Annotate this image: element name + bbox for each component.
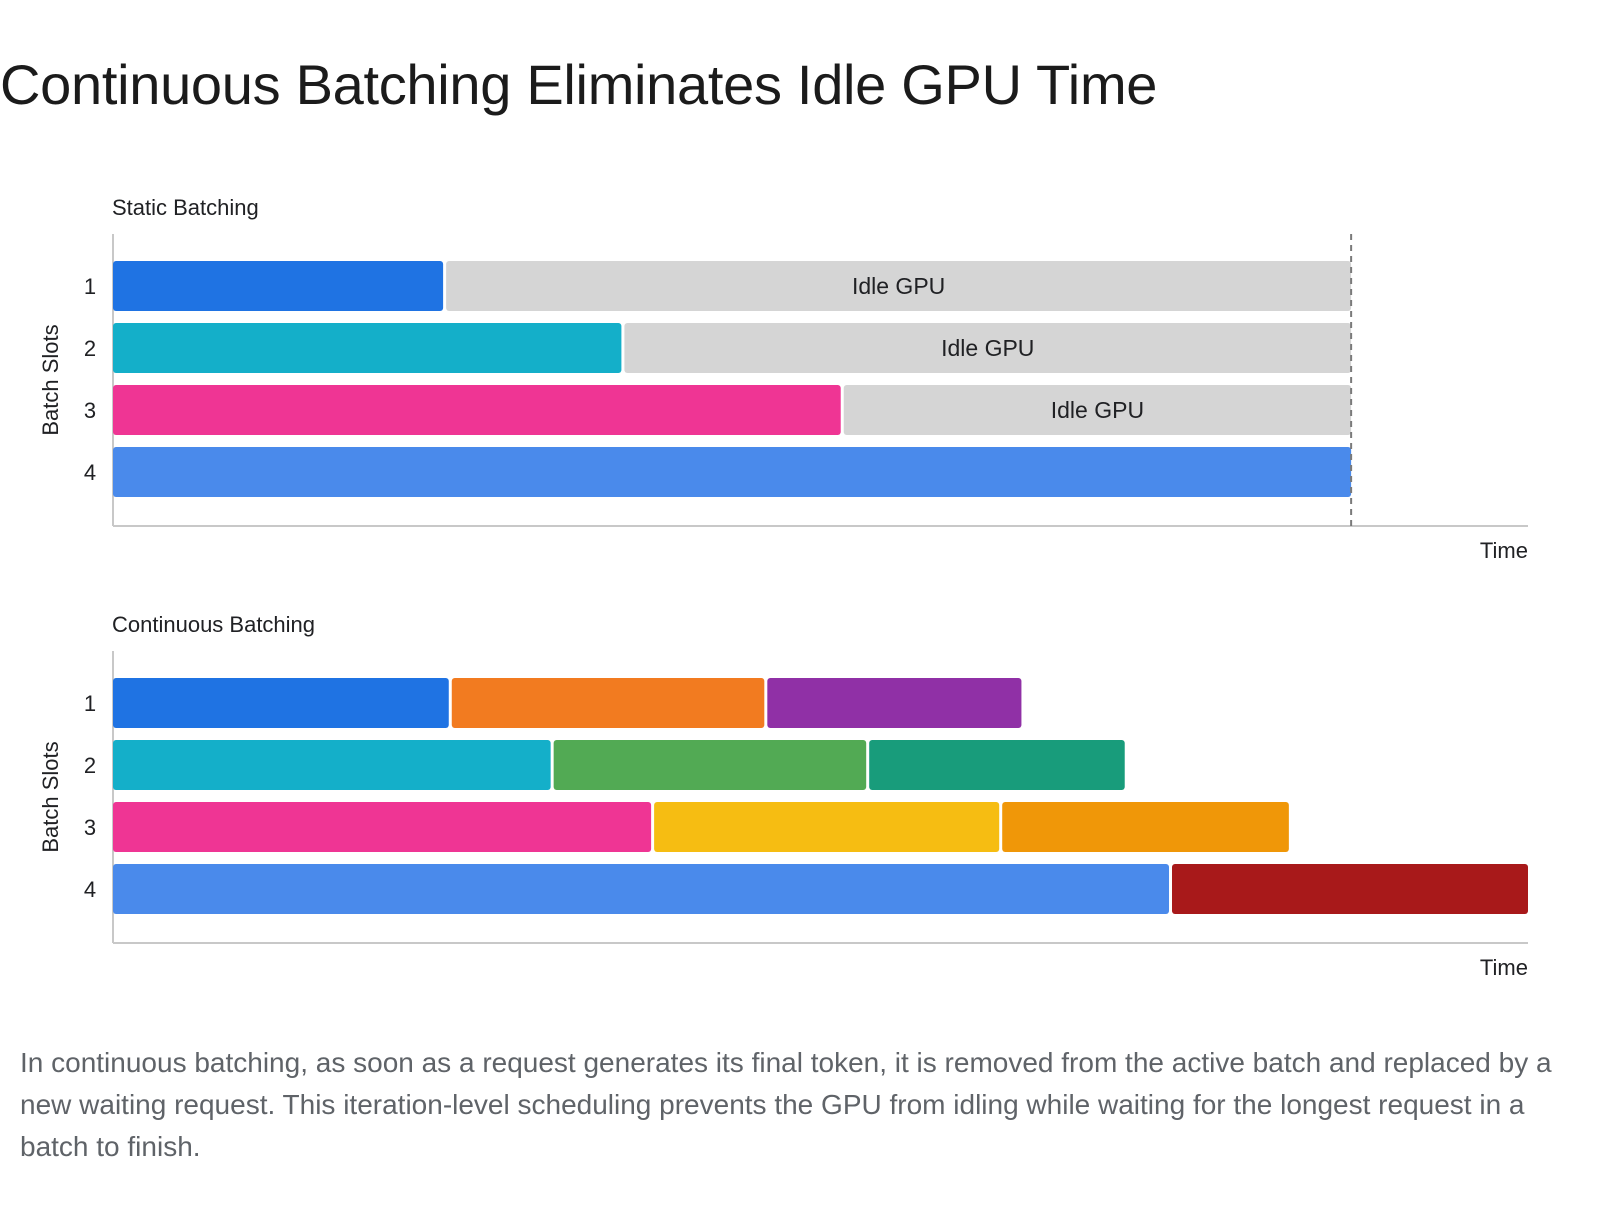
caption: In continuous batching, as soon as a req… [20, 1047, 1552, 1162]
continuous-batching-slot-label-3: 3 [84, 815, 96, 840]
static-batching-slot-4-segment-1 [113, 447, 1352, 497]
continuous-batching-slot-label-2: 2 [84, 753, 96, 778]
continuous-batching-slot-1-segment-3 [767, 678, 1022, 728]
continuous-batching-slot-3-segment-1 [113, 802, 652, 852]
continuous-batching-slot-label-1: 1 [84, 691, 96, 716]
continuous-batching-svg: Continuous Batching Batch Slots Time 1 2 3 4 [38, 612, 1528, 980]
continuous-batching-slot-4-segment-2 [1172, 864, 1528, 914]
continuous-batching-title: Continuous Batching [112, 612, 315, 637]
continuous-batching-slot-label-4: 4 [84, 877, 96, 902]
page-title: Continuous Batching Eliminates Idle GPU … [0, 53, 1158, 116]
static-batching-slot-label-3: 3 [84, 398, 96, 423]
continuous-batching-slot-3-segment-2 [654, 802, 1000, 852]
static-batching-slot-1-idle-label: Idle GPU [852, 273, 945, 299]
static-batching-slot-label-1: 1 [84, 274, 96, 299]
continuous-batching-slot-2-segment-1 [113, 740, 551, 790]
continuous-batching-chart: Continuous Batching Batch Slots Time 1 2 3 4 [0, 607, 1600, 1007]
static-batching-slot-label-4: 4 [84, 460, 96, 485]
continuous-batching-y-axis-label: Batch Slots [38, 741, 63, 852]
static-batching-x-axis-label: Time [1480, 538, 1528, 563]
static-batching-slot-1-segment-1 [113, 261, 444, 311]
static-batching-slot-2-segment-2 [624, 323, 1352, 373]
continuous-batching-x-axis-label: Time [1480, 955, 1528, 980]
static-batching-slot-3-idle-label: Idle GPU [1051, 397, 1144, 423]
static-batching-svg: Static Batching Batch Slots Time 1 Idle GPU 2… [38, 195, 1528, 563]
static-batching-slot-3-segment-2 [843, 385, 1352, 435]
continuous-batching-slot-3-segment-3 [1002, 802, 1289, 852]
continuous-batching-slot-2-segment-2 [553, 740, 867, 790]
static-batching-slot-2-idle-label: Idle GPU [941, 335, 1034, 361]
continuous-batching-slot-1-segment-1 [113, 678, 449, 728]
static-batching-y-axis-label: Batch Slots [38, 324, 63, 435]
static-batching-slot-3-segment-1 [113, 385, 841, 435]
static-batching-slot-label-2: 2 [84, 336, 96, 361]
continuous-batching-slot-4-segment-1 [113, 864, 1170, 914]
continuous-batching-slot-1-segment-2 [451, 678, 765, 728]
static-batching-slot-2-segment-1 [113, 323, 622, 373]
static-batching-chart: Static Batching Batch Slots Time 1 Idle GPU 2… [0, 190, 1600, 590]
static-batching-slot-1-segment-2 [446, 261, 1352, 311]
static-batching-title: Static Batching [112, 195, 259, 220]
continuous-batching-slot-2-segment-3 [869, 740, 1125, 790]
